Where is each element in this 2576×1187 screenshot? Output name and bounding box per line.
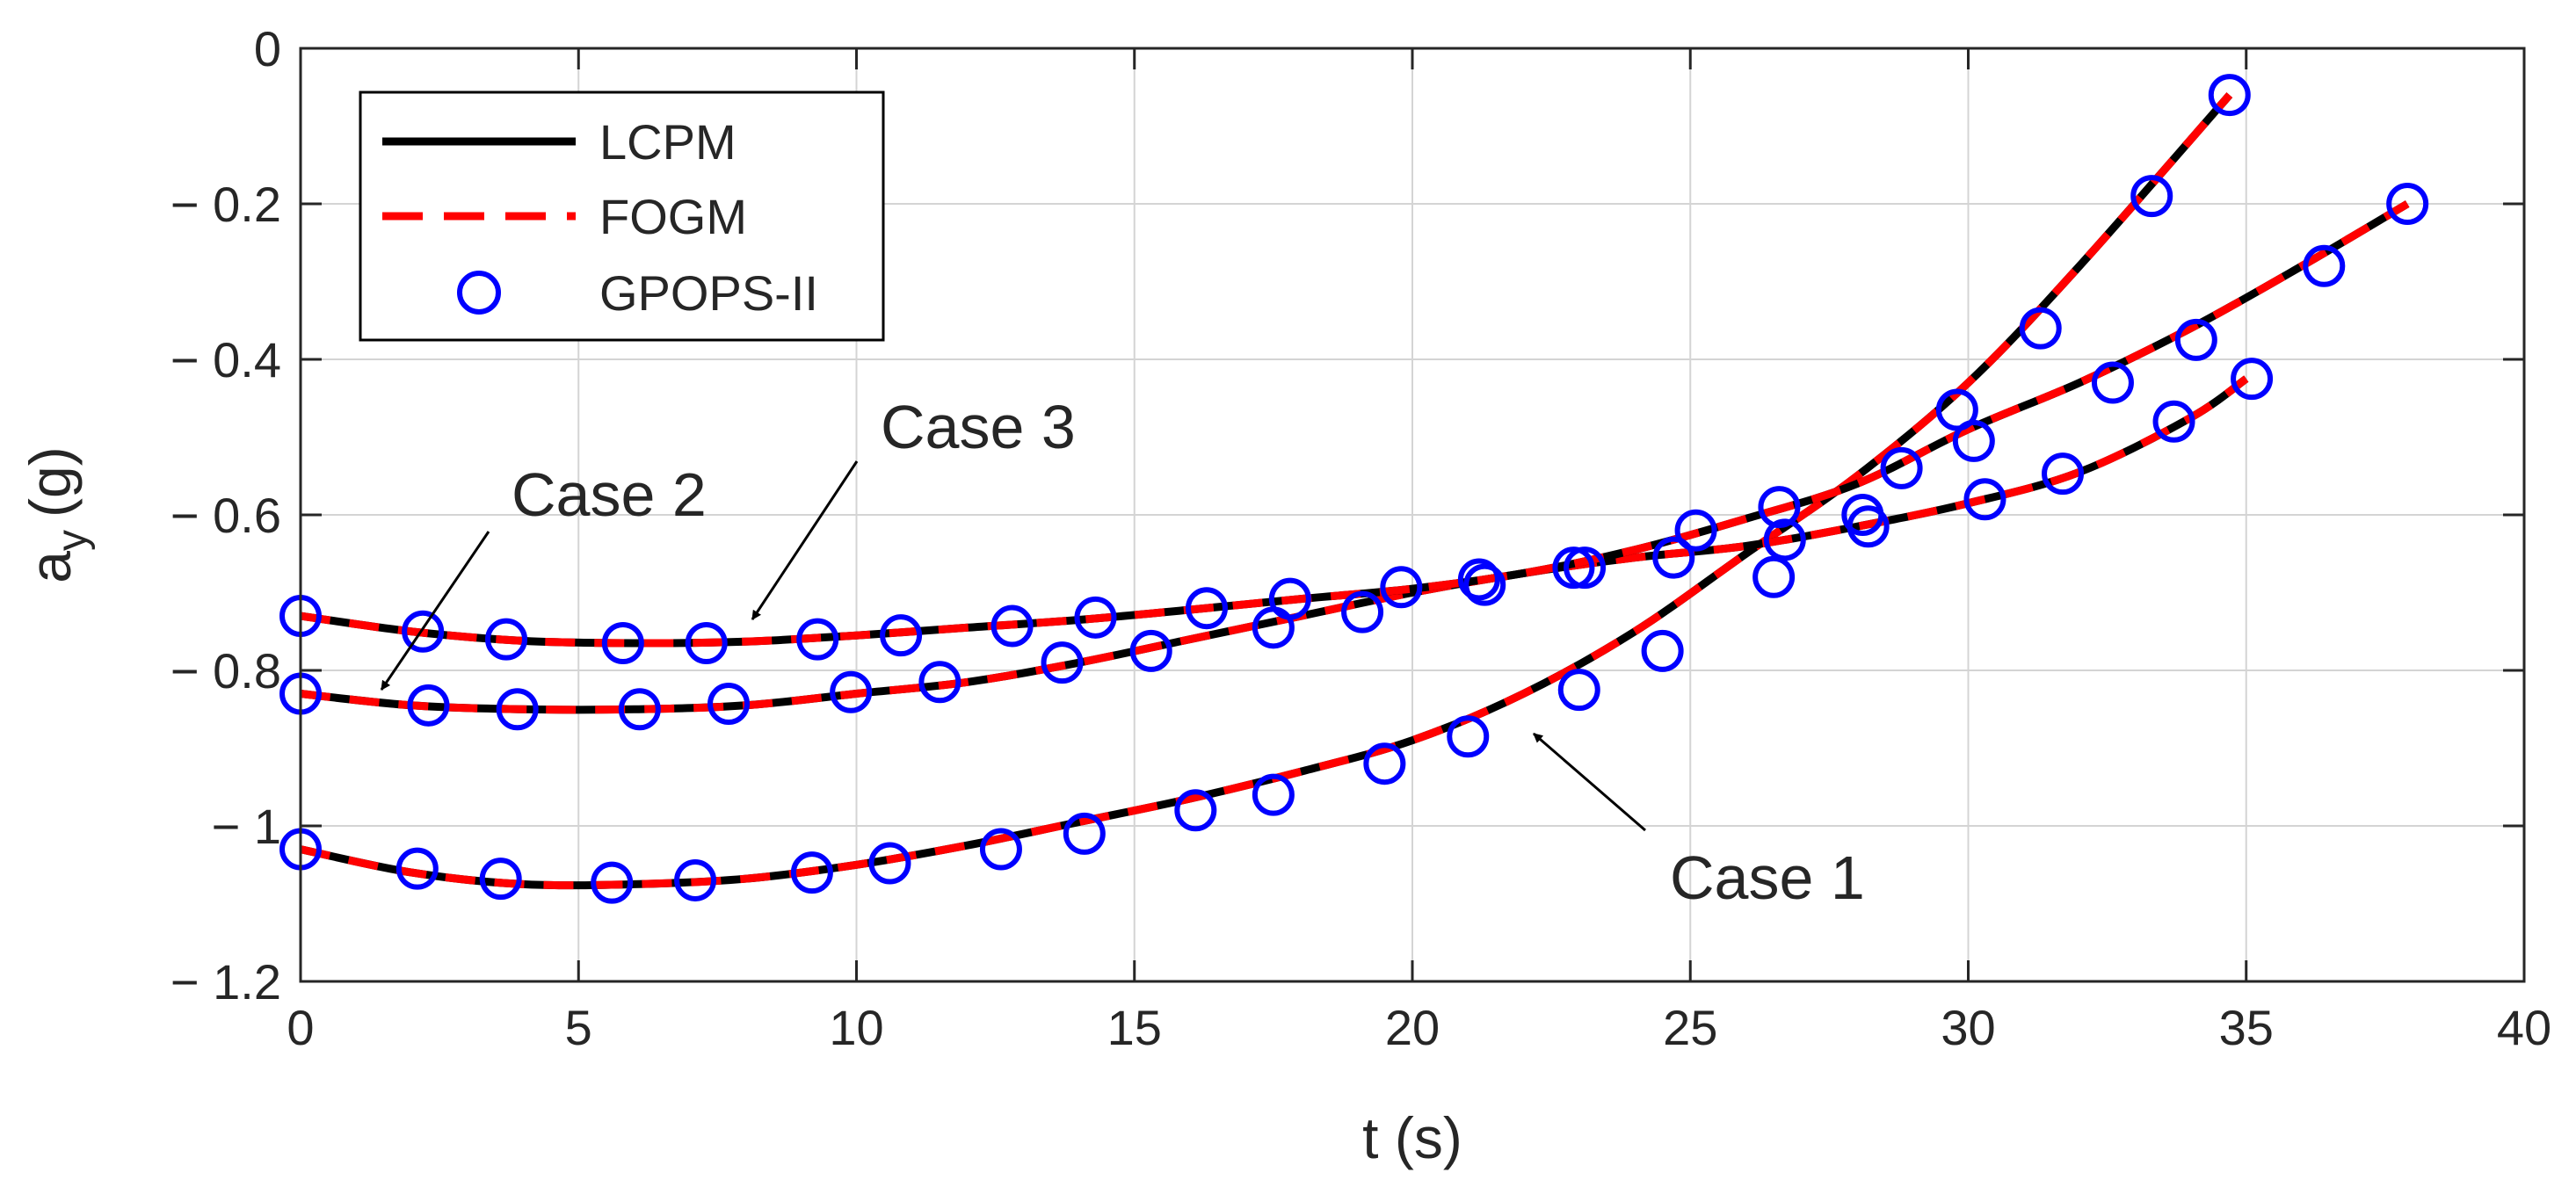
case-1-gpops-marker [1063,812,1106,855]
case-3-gpops-marker [1564,546,1607,590]
y-tick-label: − 0.4 [171,332,281,387]
x-tick-label: 40 [2497,1000,2551,1055]
y-tick-label: 0 [254,21,281,76]
case-1-gpops-marker [1557,669,1600,712]
case-3-gpops-marker [402,610,445,653]
case-3-gpops-marker [1674,509,1717,552]
case-1-gpops-marker [1752,555,1796,598]
case-2-gpops-marker [1129,629,1172,672]
legend: LCPM FOGM GPOPS-II [359,90,885,342]
case-1-gpops-marker [1363,742,1406,785]
case-1-gpops-marker [2019,307,2062,350]
case-2-gpops-marker [830,670,873,713]
case-2-gpops-marker [618,688,661,731]
legend-label-gpops: GPOPS-II [599,265,818,321]
x-tick-label: 20 [1385,1000,1440,1055]
case-3-gpops-marker [485,618,528,661]
case-3-gpops-marker [1268,577,1311,620]
case-1-fogm-line [300,92,2233,890]
x-tick-label: 30 [1941,1000,1995,1055]
case-2-gpops-marker [1341,590,1384,633]
case-2-gpops-marker [1652,536,1695,579]
y-axis-label-unit: (g) [18,446,83,518]
case-1-gpops-marker [2208,74,2251,117]
case-2-gpops-marker [496,688,539,731]
case-2-gpops-marker [1552,546,1595,590]
case-2-gpops-marker [407,684,450,727]
x-tick-label: 5 [565,1000,592,1055]
case-3-gpops-marker [990,604,1034,648]
case-1-gpops-marker [1641,629,1684,672]
case-3-gpops-marker [796,618,839,661]
case-2-gpops-marker [1963,478,2006,521]
case-3-gpops-marker [880,614,923,657]
y-tick-label: − 1 [212,799,281,854]
case-2-gpops-marker [707,683,751,726]
case-3-gpops-marker [2091,361,2134,404]
tick-labels: 0 5 10 15 20 25 30 35 40 0 − 0.2 − 0.4 − 0.6 − 0.8 − 1… [171,21,2551,1055]
case-2-gpops-marker [1847,505,1890,548]
case-3-gpops-marker [2386,183,2429,225]
series-markers [279,74,2429,904]
case-3-gpops-marker [601,622,644,665]
x-tick-label: 15 [1107,1000,1162,1055]
axis-ticks [299,47,2526,983]
case-2-gpops-marker [1763,518,1806,561]
case-2-label: Case 2 [512,460,707,529]
case-3-gpops-marker [1457,558,1500,601]
case-3-gpops-marker [2303,244,2346,287]
case-2-gpops-marker [2231,358,2274,401]
case-3-gpops-marker [1380,566,1423,609]
case-1-gpops-marker [395,847,439,890]
case-3-gpops-marker [685,622,728,665]
case-1-arrow [1533,732,1646,832]
case-1-label: Case 1 [1670,843,1865,912]
legend-swatch-gpops [457,271,501,315]
case-2-arrow [380,531,490,691]
case-1-gpops-marker [674,858,717,901]
case-3-gpops-marker [1185,587,1228,630]
y-axis-label-subscript: y [49,530,96,551]
case-1-gpops-marker [868,842,911,885]
annotations: Case 1 Case 2 Case 3 [380,393,1865,912]
case-2-gpops-marker [1041,641,1084,684]
legend-label-lcpm: LCPM [599,114,737,170]
case-2-gpops-marker [918,661,961,704]
x-tick-label: 0 [287,1000,314,1055]
case-3-gpops-marker [2174,318,2217,361]
case-1-gpops-marker [1174,789,1217,832]
case-1-gpops-marker [1252,773,1295,816]
y-axis-label: ay (g) [18,446,96,583]
case-3-gpops-marker [1880,446,1923,489]
case-3-gpops-marker [1952,419,1995,462]
case-2-gpops-marker [2152,400,2195,443]
case-3-fogm-line [300,200,2410,648]
case-3-gpops-marker [1074,596,1117,639]
case-1-gpops-marker [2130,175,2173,218]
x-axis-label: t (s) [1362,1105,1462,1170]
case-1-gpops-marker [790,851,833,894]
y-tick-label: − 0.2 [171,177,281,232]
case-3-label: Case 3 [881,393,1076,461]
x-tick-label: 35 [2219,1000,2274,1055]
y-tick-label: − 1.2 [171,954,281,1010]
case-2-gpops-marker [2042,452,2085,496]
x-tick-label: 10 [829,1000,883,1055]
x-tick-label: 25 [1663,1000,1717,1055]
case-1-gpops-marker [979,828,1022,871]
case-1-gpops-marker [479,858,522,901]
case-2-gpops-marker [1463,563,1506,606]
case-1-gpops-marker [1447,715,1490,758]
case-3-arrow [751,460,859,620]
legend-label-fogm: FOGM [599,189,747,244]
y-tick-label: − 0.6 [171,488,281,543]
case-3-gpops-marker [1758,486,1801,529]
case-1-gpops-marker [591,861,634,904]
y-tick-label: − 0.8 [171,643,281,698]
y-axis-label-base: a [18,551,83,583]
